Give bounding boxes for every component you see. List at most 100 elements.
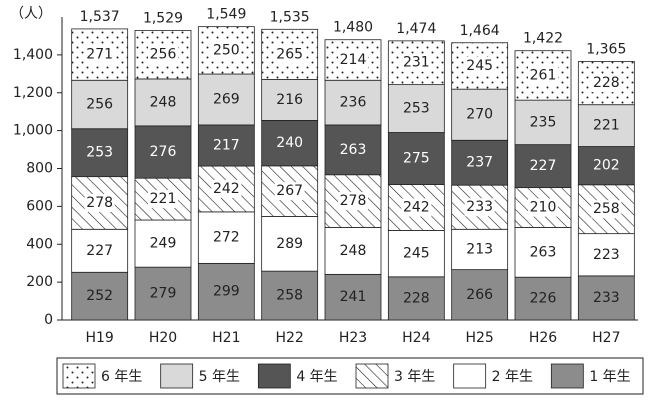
bar-label: 228 <box>593 75 620 91</box>
bar-label: 242 <box>403 200 430 216</box>
bar-label: 267 <box>276 183 303 199</box>
bar-label: 227 <box>530 158 557 174</box>
legend-swatch <box>550 363 584 389</box>
total-label: 1,422 <box>523 31 563 47</box>
legend-swatch <box>62 363 96 389</box>
bar-label: 278 <box>86 195 113 211</box>
label-bg <box>148 45 178 64</box>
bar-segment <box>197 73 255 126</box>
bar-label: 245 <box>466 58 493 74</box>
label-bg <box>528 198 558 217</box>
bar-label: 276 <box>150 144 177 160</box>
bar-segment <box>514 144 572 189</box>
bar-label: 256 <box>150 47 177 63</box>
label-bg <box>591 74 622 93</box>
y-tick-label: 1,200 <box>13 85 53 101</box>
label-bg <box>84 45 115 64</box>
bar-label: 266 <box>466 287 493 303</box>
bar-label: 263 <box>530 244 557 260</box>
bar-label: 214 <box>340 52 367 68</box>
bar-label: 258 <box>276 288 303 304</box>
bar-segment <box>324 226 382 275</box>
bar-segment <box>577 104 635 147</box>
bar-label: 279 <box>150 286 177 302</box>
y-tick-label: 200 <box>26 274 53 290</box>
x-tick-label: H24 <box>402 330 430 346</box>
bar-label: 245 <box>403 246 430 262</box>
legend-label: 4 年生 <box>296 369 337 385</box>
bar-label: 250 <box>213 42 240 58</box>
y-tick-label: 1,000 <box>13 123 53 139</box>
bar-label: 226 <box>530 291 557 307</box>
bar-label: 249 <box>150 236 177 252</box>
bar-segment <box>134 125 192 179</box>
bar-label: 221 <box>150 191 177 207</box>
bar-segment <box>324 124 382 176</box>
bar-segment <box>577 233 635 277</box>
bar-segment <box>577 275 635 321</box>
bar-label: 256 <box>86 96 113 112</box>
total-label: 1,365 <box>586 42 626 58</box>
bar-label: 270 <box>466 107 493 123</box>
x-tick-label: H25 <box>465 330 493 346</box>
legend-swatch <box>355 363 389 389</box>
legend-label: 6 年生 <box>101 369 142 385</box>
bar-label: 236 <box>340 95 367 111</box>
total-label: 1,529 <box>143 10 183 26</box>
label-bg <box>274 45 305 64</box>
bar-segment <box>451 88 509 141</box>
bar-segment <box>261 79 319 121</box>
bar-segment <box>197 124 255 167</box>
x-tick-label: H21 <box>212 330 240 346</box>
bar-label: 271 <box>86 47 113 63</box>
bar-label: 228 <box>403 290 430 306</box>
bar-label: 235 <box>530 114 557 130</box>
bar-segment <box>387 132 445 185</box>
legend-label: 1 年生 <box>589 369 630 385</box>
label-bg <box>401 53 432 72</box>
bar-label: 258 <box>593 201 620 217</box>
bar-label: 216 <box>276 92 303 108</box>
bar-label: 289 <box>276 236 303 252</box>
legend-swatch <box>160 363 194 389</box>
label-bg <box>338 192 368 211</box>
label-bg <box>528 66 558 85</box>
bar-segment <box>387 230 445 278</box>
bar-segment <box>71 228 129 273</box>
bar-segment <box>577 146 635 186</box>
bar-label: 253 <box>86 145 113 161</box>
bar-label: 221 <box>593 118 620 134</box>
x-tick-label: H23 <box>339 330 367 346</box>
bar-segment <box>387 276 445 321</box>
label-bg <box>338 50 368 69</box>
bar-segment <box>134 266 192 321</box>
bar-segment <box>387 84 445 133</box>
bar-label: 275 <box>403 151 430 167</box>
bar-label: 269 <box>213 91 240 107</box>
bar-segment <box>71 128 129 178</box>
bar-label: 272 <box>213 230 240 246</box>
bar-label: 223 <box>593 247 620 263</box>
legend-swatch <box>257 363 291 389</box>
x-tick-label: H20 <box>149 330 177 346</box>
bar-label: 252 <box>86 288 113 304</box>
label-bg <box>591 200 622 219</box>
x-tick-label: H27 <box>592 330 620 346</box>
label-bg <box>274 182 305 201</box>
bar-label: 240 <box>276 135 303 151</box>
x-tick-label: H22 <box>275 330 303 346</box>
bar-label: 202 <box>593 158 620 174</box>
y-tick-label: 600 <box>26 198 53 214</box>
x-tick-label: H26 <box>529 330 557 346</box>
bar-label: 299 <box>213 284 240 300</box>
bar-label: 233 <box>466 199 493 215</box>
bar-label: 248 <box>340 243 367 259</box>
total-label: 1,464 <box>460 23 500 39</box>
legend-swatch <box>453 363 487 389</box>
y-tick-label: 800 <box>26 161 53 177</box>
bar-label: 241 <box>340 289 367 305</box>
bar-segment <box>324 273 382 321</box>
label-bg <box>464 56 495 75</box>
label-bg <box>84 193 115 212</box>
bar-label: 231 <box>403 55 430 71</box>
